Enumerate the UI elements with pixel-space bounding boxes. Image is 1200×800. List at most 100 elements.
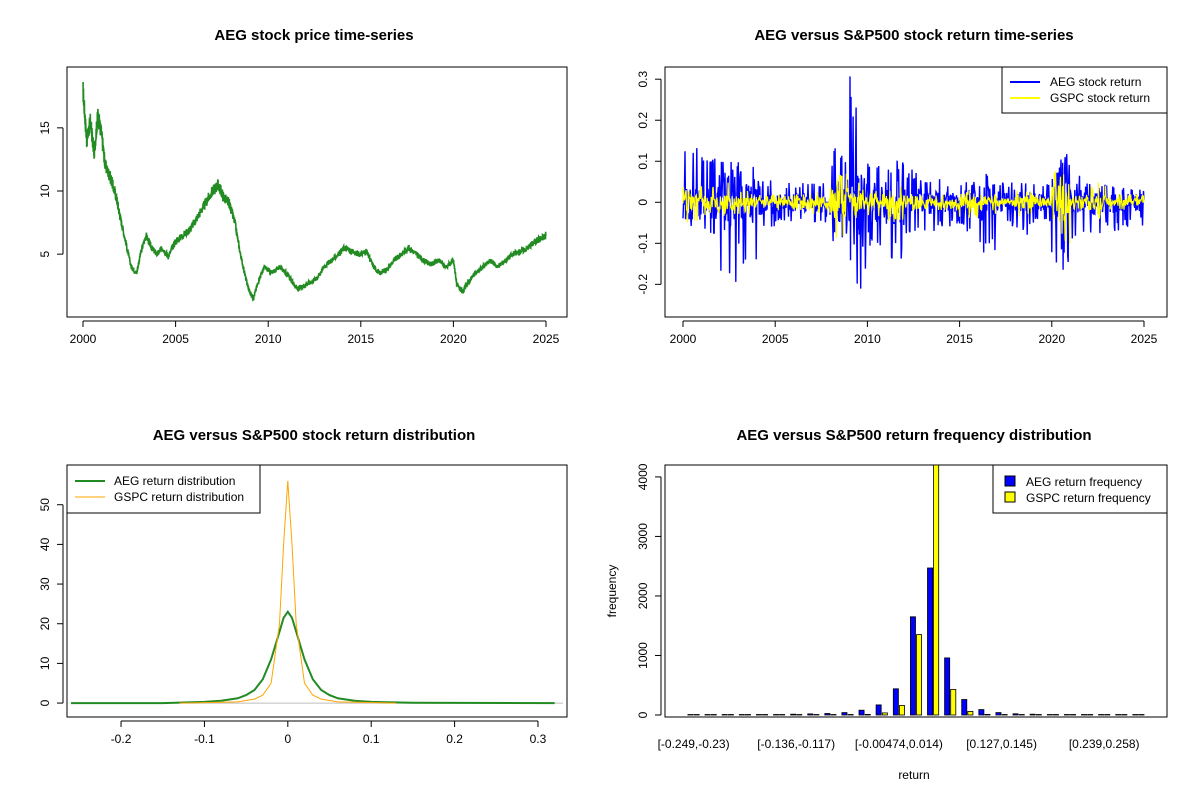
x-tick-label: 2005 <box>162 332 189 346</box>
aeg-frequency-bar <box>927 567 933 716</box>
x-tick-label: 2010 <box>255 332 282 346</box>
legend-label: GSPC stock return <box>1050 91 1150 105</box>
aeg-frequency-bar <box>944 657 951 716</box>
gspc-frequency-bar <box>693 714 700 716</box>
x-tick-label: 0.3 <box>530 732 547 746</box>
aeg-frequency-bar <box>687 714 694 716</box>
y-axis: 0 10 20 30 40 50 <box>38 498 64 706</box>
y-tick-label: 0 <box>636 711 650 718</box>
gspc-frequency-bar <box>864 714 871 716</box>
y-tick-label: 5 <box>38 251 52 258</box>
panel-frequency-distribution: AEG versus S&P500 return frequency distr… <box>605 427 1168 782</box>
aeg-return-line <box>682 76 1145 289</box>
x-tick-label: 2000 <box>670 332 697 346</box>
chart-title: AEG versus S&P500 return frequency distr… <box>736 427 1091 444</box>
gspc-frequency-bar <box>727 714 734 716</box>
y-tick-label: 0.2 <box>636 112 650 129</box>
x-tick-label: 2025 <box>1131 332 1158 346</box>
gspc-frequency-bar <box>881 712 888 716</box>
gspc-frequency-bar <box>984 714 991 716</box>
aeg-frequency-bar <box>1081 714 1087 716</box>
x-category-label: [0.239,0.258) <box>1069 737 1140 751</box>
y-tick-label: 50 <box>38 498 52 512</box>
gspc-frequency-bar <box>1104 714 1111 716</box>
x-tick-label: 0.2 <box>446 732 463 746</box>
x-tick-label: 2015 <box>946 332 973 346</box>
legend-box <box>66 464 261 514</box>
y-tick-label: 4000 <box>636 463 650 490</box>
aeg-frequency-bar <box>756 714 762 716</box>
legend-label: AEG return frequency <box>1026 475 1142 489</box>
gspc-frequency-bar <box>1138 714 1145 716</box>
gspc-frequency-bar <box>779 714 786 716</box>
plot-frame <box>66 464 568 718</box>
x-category-label: [-0.00474,0.014) <box>855 737 943 751</box>
y-tick-label: 30 <box>38 577 52 591</box>
legend-box <box>1001 66 1168 114</box>
aeg-frequency-bar <box>1064 714 1070 716</box>
y-tick-label: 10 <box>38 656 52 670</box>
y-tick-label: 0.1 <box>636 153 650 170</box>
y-axis: 0 1000 2000 3000 4000 <box>636 463 662 718</box>
gspc-frequency-bar <box>1121 714 1128 716</box>
aeg-frequency-bar <box>824 713 831 716</box>
gspc-frequency-bar <box>813 714 820 716</box>
legend: AEG stock return GSPC stock return <box>1001 66 1168 114</box>
plot-area <box>682 76 1145 289</box>
y-axis: 5 10 15 <box>38 121 64 258</box>
aeg-frequency-bar <box>721 714 728 716</box>
legend: AEG return frequency GSPC return frequen… <box>992 464 1168 514</box>
gspc-frequency-bar <box>762 714 768 716</box>
y-tick-label: 0 <box>636 199 650 206</box>
aeg-frequency-bar <box>858 709 865 716</box>
legend-swatch-aeg <box>1004 475 1016 487</box>
gspc-frequency-bar <box>710 714 717 716</box>
y-tick-label: 2000 <box>636 582 650 609</box>
gspc-frequency-bar <box>933 464 940 716</box>
plot-area <box>82 81 547 302</box>
y-tick-label: -0.2 <box>636 274 650 295</box>
aeg-frequency-bar <box>738 714 745 716</box>
gspc-frequency-bar <box>847 714 854 716</box>
aeg-frequency-bar <box>961 699 968 716</box>
y-tick-label: 0.3 <box>636 71 650 88</box>
x-tick-label: 0.1 <box>363 732 380 746</box>
gspc-frequency-bar <box>967 711 974 716</box>
x-tick-label: 0 <box>284 732 291 746</box>
gspc-frequency-bar <box>796 714 803 716</box>
aeg-frequency-bar <box>1098 714 1105 716</box>
panel-return-timeseries: AEG versus S&P500 stock return time-seri… <box>636 27 1168 346</box>
y-axis-label: frequency <box>605 565 619 618</box>
gspc-return-line <box>682 171 1145 244</box>
y-axis: -0.2 -0.1 0 0.1 0.2 0.3 <box>636 71 662 295</box>
gspc-frequency-bar <box>899 705 905 716</box>
plot-frame <box>664 464 1168 718</box>
price-series-line <box>82 81 547 302</box>
x-tick-label: 2010 <box>854 332 881 346</box>
x-tick-label: 2015 <box>347 332 374 346</box>
plot-area <box>687 464 1145 716</box>
legend-box <box>992 464 1168 514</box>
aeg-frequency-bar <box>1029 713 1036 716</box>
aeg-frequency-bar <box>790 713 797 716</box>
aeg-frequency-bar <box>995 712 1002 716</box>
x-tick-label: -0.2 <box>111 732 132 746</box>
gspc-frequency-bar <box>916 634 922 716</box>
gspc-frequency-bar <box>830 714 837 716</box>
panel-price-timeseries: AEG stock price time-series 2000 2005 2010… <box>38 27 568 346</box>
y-tick-label: 0 <box>38 699 52 706</box>
aeg-frequency-bar <box>1012 713 1019 716</box>
plot-frame <box>664 66 1168 318</box>
plot-frame <box>66 66 568 318</box>
y-tick-label: 15 <box>38 121 52 135</box>
legend-label: AEG return distribution <box>114 474 235 488</box>
x-axis: 2000 2005 2010 2015 2020 2025 <box>670 320 1158 346</box>
gspc-frequency-bar <box>1018 714 1025 716</box>
gspc-frequency-bar <box>1035 714 1042 716</box>
legend-swatch-gspc <box>1004 491 1016 503</box>
y-tick-label: -0.1 <box>636 233 650 254</box>
gspc-frequency-bar <box>1070 714 1076 716</box>
aeg-frequency-bar <box>1132 714 1139 716</box>
aeg-frequency-bar <box>704 714 711 716</box>
panel-return-distribution: AEG versus S&P500 stock return distribut… <box>38 427 568 746</box>
